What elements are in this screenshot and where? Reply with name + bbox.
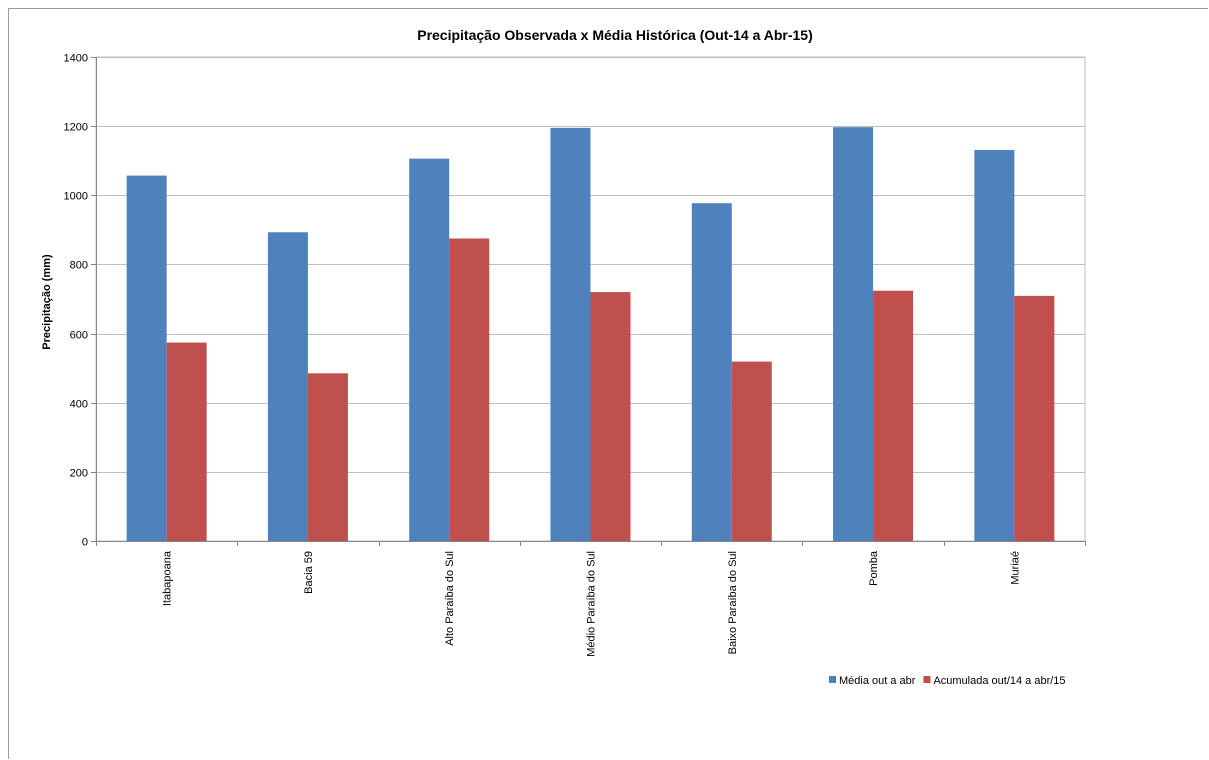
bar-media-4 xyxy=(691,203,732,542)
legend-label-media: Média out a abr xyxy=(839,675,916,687)
legend: Média out a abr Acumulada out/14 a abr/15 xyxy=(829,675,1066,687)
bar-acumulada-2 xyxy=(449,238,490,541)
x-tick-label: Muriaé xyxy=(1009,551,1021,585)
x-tick-label: Baixo Paraíba do Sul xyxy=(727,551,739,654)
x-tick-label: Itabapoana xyxy=(162,550,174,606)
y-tick-label: 1400 xyxy=(64,53,88,65)
x-tick-label: Bacia 59 xyxy=(303,551,315,594)
legend-label-acumulada: Acumulada out/14 a abr/15 xyxy=(933,675,1065,687)
y-tick-label: 1000 xyxy=(64,191,88,203)
x-tick-label: Pomba xyxy=(868,550,880,586)
bar-acumulada-4 xyxy=(731,361,772,541)
legend-swatch-acumulada xyxy=(923,676,931,683)
y-axis-label: Precipitação (mm) xyxy=(41,254,53,350)
y-tick-label: 400 xyxy=(70,399,88,411)
y-tick-labels: 0 200 400 600 800 1000 1200 1400 xyxy=(64,53,88,549)
bar-media-0 xyxy=(126,175,167,541)
bar-acumulada-3 xyxy=(590,292,631,541)
bar-acumulada-1 xyxy=(307,373,348,541)
bar-media-2 xyxy=(409,158,450,541)
x-tick-label: Médio Paraíba do Sul xyxy=(586,551,598,657)
bar-acumulada-6 xyxy=(1014,295,1055,541)
bar-media-3 xyxy=(550,127,591,541)
chart-frame xyxy=(8,8,1208,759)
bar-acumulada-0 xyxy=(166,342,207,541)
y-tick-label: 600 xyxy=(70,330,88,342)
chart-title: Precipitação Observada x Média Histórica… xyxy=(417,27,813,43)
bar-media-1 xyxy=(267,232,308,541)
x-tick-labels: Itabapoana Bacia 59 Alto Paraíba do Sul Méd… xyxy=(162,550,1022,657)
x-tick-label: Alto Paraíba do Sul xyxy=(444,551,456,646)
bar-media-6 xyxy=(974,149,1015,542)
y-tick-label: 0 xyxy=(82,537,88,549)
bar-acumulada-5 xyxy=(873,290,914,541)
y-tick-label: 200 xyxy=(70,468,88,480)
bars xyxy=(126,127,1055,542)
axes xyxy=(91,57,1086,546)
y-tick-label: 1200 xyxy=(64,122,88,134)
legend-swatch-media xyxy=(829,676,836,683)
bar-media-5 xyxy=(833,127,874,542)
y-tick-label: 800 xyxy=(70,260,88,272)
